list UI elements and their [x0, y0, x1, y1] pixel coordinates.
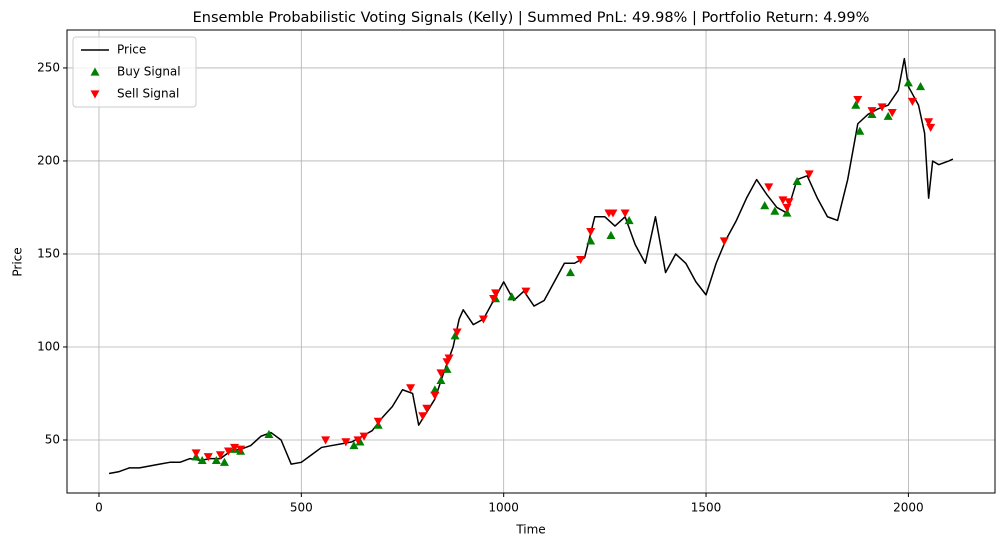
y-tick-label: 250 — [37, 60, 60, 74]
plot — [108, 57, 954, 475]
buy-marker — [916, 82, 926, 91]
sell-marker — [586, 228, 596, 237]
sell-marker — [353, 436, 363, 445]
y-axis-label: Price — [11, 247, 25, 276]
legend-marker — [90, 67, 100, 76]
y-tick-label: 150 — [37, 246, 60, 260]
y-tick-label: 100 — [37, 339, 60, 353]
x-axis-label: Time — [515, 523, 545, 537]
buy-marker — [851, 100, 861, 109]
buy-marker — [760, 201, 770, 210]
sell-marker — [422, 404, 432, 413]
sell-marker — [203, 453, 213, 462]
sell-marker — [341, 438, 351, 447]
x-tick-label: 1000 — [488, 501, 519, 515]
x-tick-label: 0 — [95, 501, 103, 515]
plot-frame — [66, 29, 996, 494]
sell-marker — [521, 287, 531, 296]
sell-marker — [223, 447, 233, 456]
sell-marker — [719, 237, 729, 246]
buy-marker — [264, 429, 274, 439]
sell-marker — [436, 369, 446, 378]
buy-marker — [855, 126, 865, 135]
buy-marker — [792, 176, 802, 186]
buy-marker — [770, 206, 780, 215]
sell-marker — [215, 451, 225, 460]
legend-label: Sell Signal — [117, 87, 179, 101]
sell-marker — [430, 391, 440, 400]
y-tick-label: 200 — [37, 153, 60, 167]
sell-marker — [321, 436, 331, 445]
buy-marker — [624, 215, 634, 225]
x-tick-label: 1500 — [691, 501, 722, 515]
sell-marker — [406, 384, 416, 393]
sell-marker — [418, 412, 428, 421]
buy-marker — [430, 385, 440, 394]
price-line — [108, 57, 954, 475]
legend: Price Buy Signal Sell Signal — [72, 36, 197, 108]
buy-marker — [450, 331, 460, 340]
buy-marker — [507, 292, 517, 301]
sell-marker — [804, 170, 814, 179]
buy-marker — [211, 455, 221, 465]
sell-marker — [576, 255, 586, 265]
sell-marker — [867, 107, 877, 116]
buy-marker — [219, 457, 229, 466]
x-tick-label: 500 — [290, 501, 313, 515]
sell-marker — [236, 445, 246, 454]
buy-marker — [197, 455, 207, 465]
buy-marker — [436, 375, 446, 385]
buy-marker — [565, 268, 575, 277]
buy-marker — [606, 230, 616, 239]
sell-marker — [478, 315, 488, 324]
sell-marker — [784, 198, 794, 207]
buy-marker — [883, 111, 893, 120]
legend-label: Price — [117, 43, 146, 57]
sell-marker — [444, 354, 454, 363]
chart-title: Ensemble Probabilistic Voting Signals (K… — [193, 10, 870, 26]
sell-marker — [926, 123, 936, 132]
sell-marker — [853, 95, 863, 105]
buy-marker — [782, 208, 792, 217]
sell-marker — [764, 183, 774, 192]
sell-marker — [373, 417, 383, 426]
legend-marker — [90, 90, 100, 99]
legend-box — [72, 36, 197, 108]
grid: 0 500 1000 1500 2000 50 100 150 200 250 — [37, 30, 995, 515]
buy-marker — [586, 236, 596, 245]
sell-marker — [620, 209, 630, 218]
buy-marker — [349, 441, 359, 450]
sell-marker — [907, 97, 917, 106]
sell-marker — [608, 209, 618, 218]
sell-marker — [924, 118, 934, 127]
sell-marker — [452, 328, 462, 337]
sell-marker — [191, 449, 201, 458]
legend-label: Buy Signal — [117, 65, 181, 79]
sell-marker — [491, 289, 501, 298]
sell-marker — [887, 108, 897, 118]
buy-marker — [442, 364, 452, 373]
sell-marker — [877, 103, 887, 112]
buy-marker — [903, 78, 913, 87]
sell-marker — [359, 432, 369, 441]
y-tick-label: 50 — [45, 432, 60, 446]
x-tick-label: 2000 — [893, 501, 924, 515]
